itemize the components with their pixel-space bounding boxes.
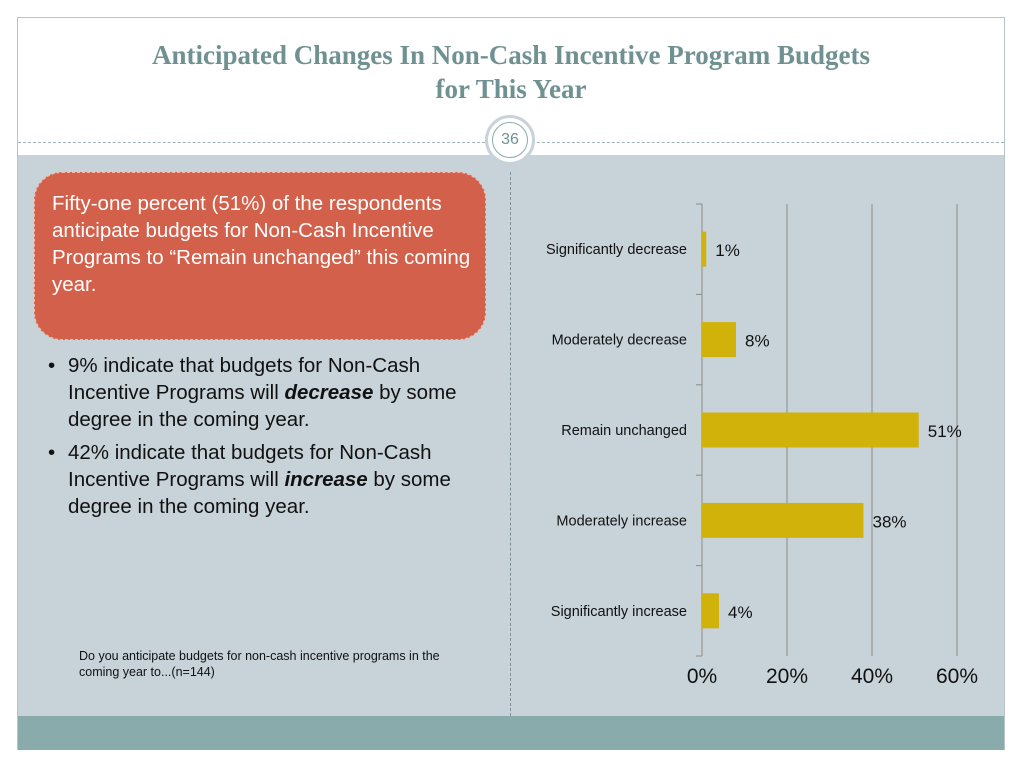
bullet-emphasis: increase (284, 468, 368, 491)
data-label: 8% (745, 332, 770, 351)
bullet-marker: • (48, 354, 56, 377)
column-separator (510, 172, 511, 716)
data-label: 1% (715, 241, 740, 260)
survey-question: Do you anticipate budgets for non-cash i… (79, 649, 440, 679)
bar (702, 231, 707, 267)
bullet-item-decrease: • 9% indicate that budgets for Non-Cash … (44, 352, 484, 433)
bar (702, 593, 719, 629)
x-tick-label: 40% (851, 665, 893, 688)
slide-title: Anticipated Changes In Non-Cash Incentiv… (18, 38, 1004, 106)
data-label: 38% (873, 512, 907, 531)
category-label: Significantly decrease (546, 242, 687, 258)
category-label: Significantly increase (551, 604, 687, 620)
slide-title-line2: for This Year (435, 74, 587, 104)
slide-title-line1: Anticipated Changes In Non-Cash Incentiv… (151, 40, 871, 70)
footer-band (18, 716, 1004, 750)
bullet-item-increase: • 42% indicate that budgets for Non-Cash… (44, 439, 484, 520)
bullet-marker: • (48, 441, 56, 464)
bullet-emphasis: decrease (284, 381, 374, 404)
bar (702, 412, 919, 448)
data-label: 51% (928, 422, 962, 441)
category-label: Remain unchanged (561, 423, 687, 439)
slide-number: 36 (492, 122, 528, 158)
x-tick-label: 0% (687, 665, 717, 688)
bar-chart: Significantly decrease 1% Moderately decre… (546, 203, 978, 688)
x-tick-label: 20% (766, 665, 808, 688)
data-label: 4% (728, 603, 753, 622)
bar (702, 322, 736, 358)
callout-text: Fifty-one percent (51%) of the responden… (52, 192, 471, 296)
bullet-text-after: by some degree in the coming year. (68, 468, 451, 518)
slide-number-badge: 36 (485, 115, 535, 165)
bullet-text-before: 42% indicate that budgets for Non-Cash I… (68, 441, 432, 491)
x-tick-label: 60% (936, 665, 978, 688)
bar (702, 502, 864, 538)
bullet-text-before: 9% indicate that budgets for Non-Cash In… (68, 354, 421, 404)
bullet-text-after: by some degree in the coming year. (68, 381, 457, 431)
bullet-list: • 9% indicate that budgets for Non-Cash … (44, 352, 484, 526)
callout-box (34, 172, 486, 340)
category-label: Moderately increase (556, 513, 687, 529)
category-label: Moderately decrease (552, 333, 687, 349)
